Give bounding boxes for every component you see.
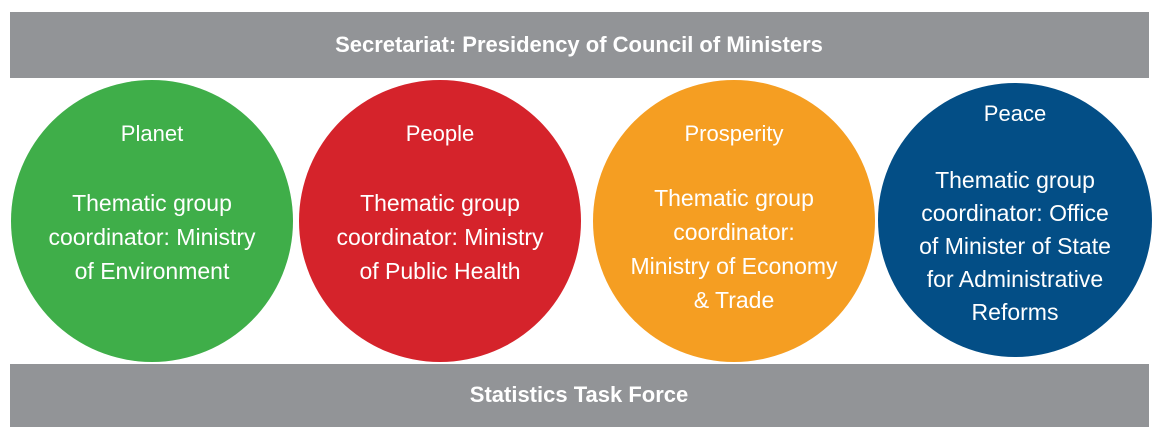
theme-text: Thematic group: [935, 167, 1095, 193]
theme-text: of Environment: [75, 258, 230, 284]
theme-text: for Administrative: [927, 266, 1103, 292]
theme-circle: [593, 80, 875, 362]
header-bar: [10, 12, 1149, 78]
footer-bar: [10, 364, 1149, 427]
theme-title: People: [406, 121, 475, 146]
theme-title: Planet: [121, 121, 183, 146]
theme-text: Thematic group: [654, 185, 814, 211]
nodes: Planet Thematic group coordinator: Ministr…: [11, 80, 1152, 362]
theme-text: coordinator: Ministry: [336, 224, 544, 250]
theme-text: Thematic group: [72, 190, 232, 216]
theme-text: Thematic group: [360, 190, 520, 216]
theme-text: coordinator:: [673, 219, 794, 245]
header-title: Secretariat: Presidency of Council of Mi…: [335, 32, 823, 57]
theme-title: Peace: [984, 101, 1046, 126]
theme-title: Prosperity: [684, 121, 783, 146]
theme-text: Reforms: [972, 299, 1059, 325]
theme-text: coordinator: Office: [921, 200, 1109, 226]
theme-text: Ministry of Economy: [630, 253, 838, 279]
theme-text: of Minister of State: [919, 233, 1111, 259]
theme-circle: [11, 80, 293, 362]
theme-text: coordinator: Ministry: [48, 224, 256, 250]
footer-title: Statistics Task Force: [470, 382, 688, 407]
theme-circle: [299, 80, 581, 362]
theme-circle: [878, 83, 1152, 357]
theme-text: & Trade: [694, 287, 775, 313]
theme-text: of Public Health: [359, 258, 520, 284]
